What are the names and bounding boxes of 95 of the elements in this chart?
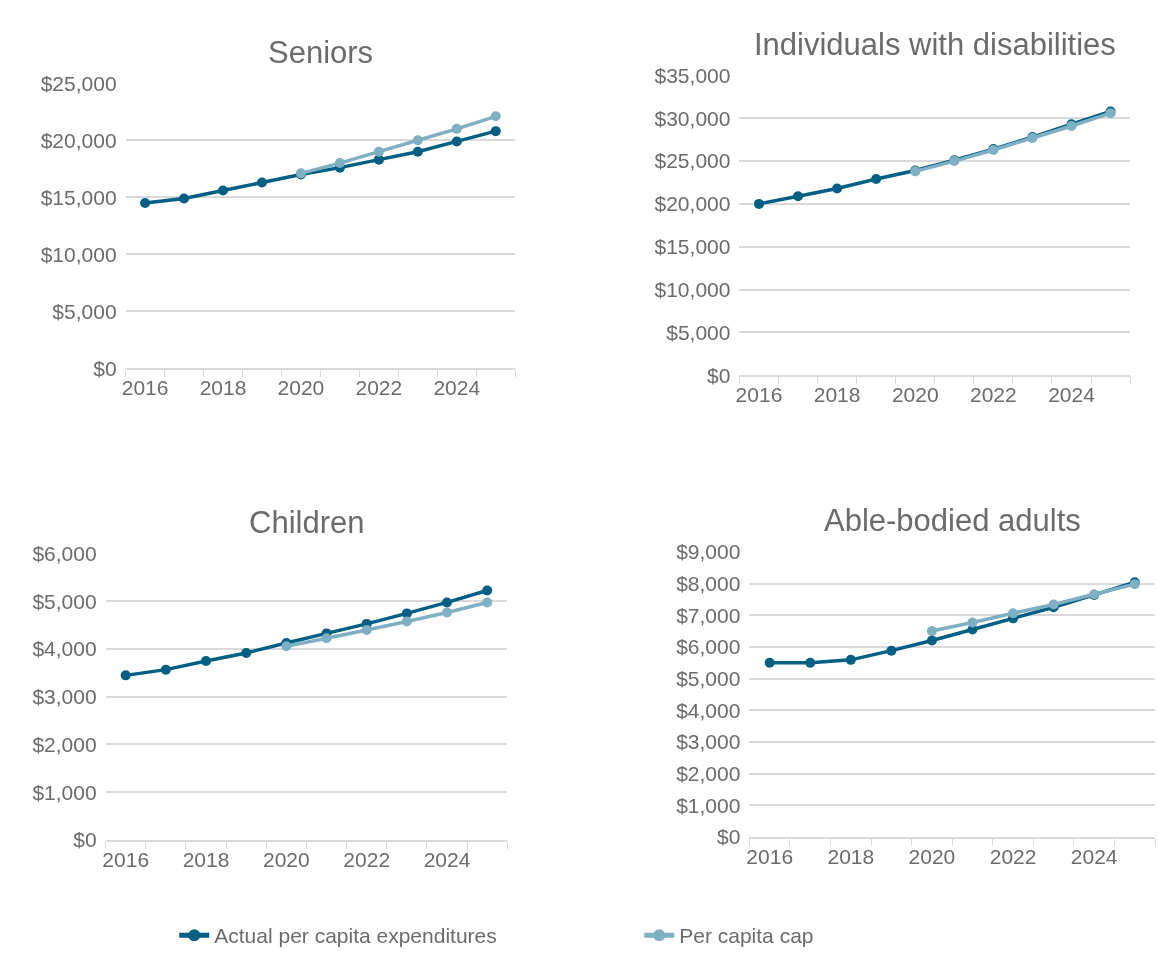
x-tick-label: 2018: [199, 376, 247, 400]
y-tick-label: $25,000: [40, 71, 117, 95]
point: [373, 146, 384, 157]
point: [886, 645, 897, 656]
point: [926, 635, 937, 646]
y-tick-label: $0: [707, 363, 731, 387]
point: [217, 185, 228, 196]
y-tick-label: $8,000: [676, 571, 741, 595]
y-tick-label: $5,000: [52, 299, 117, 323]
y-tick-label: $10,000: [654, 277, 731, 301]
x-tick-label: 2022: [343, 847, 391, 871]
point: [490, 111, 501, 122]
y-tick-label: $1,000: [32, 780, 97, 804]
point: [120, 670, 131, 681]
point: [1008, 608, 1019, 619]
y-tick-label: $0: [717, 825, 741, 849]
point: [361, 625, 372, 636]
point: [482, 597, 493, 608]
y-tick-label: $3,000: [32, 685, 97, 709]
y-tick-label: $35,000: [654, 63, 731, 87]
chart-title: Seniors: [268, 35, 374, 70]
point: [401, 616, 412, 627]
point: [241, 647, 252, 658]
y-tick-label: $5,000: [676, 666, 741, 690]
point: [832, 183, 843, 194]
point: [482, 585, 493, 596]
x-tick-label: 2022: [989, 844, 1037, 868]
point: [373, 154, 384, 165]
x-tick-label: 2022: [355, 376, 403, 400]
x-tick-label: 2024: [433, 376, 481, 400]
y-tick-label: $2,000: [32, 732, 97, 756]
y-tick-label: $0: [73, 828, 97, 852]
x-tick-label: 2020: [277, 376, 325, 400]
point: [256, 177, 267, 188]
y-tick-label: $3,000: [676, 730, 741, 754]
x-tick-label: 2018: [182, 847, 230, 871]
point: [401, 608, 412, 619]
point: [442, 607, 453, 618]
y-tick-label: $5,000: [32, 589, 97, 613]
x-tick-label: 2024: [1048, 383, 1096, 407]
y-tick-label: $15,000: [654, 235, 731, 259]
x-tick-label: 2016: [746, 844, 794, 868]
y-tick-label: $9,000: [676, 540, 741, 564]
point: [793, 191, 804, 202]
y-tick-label: $1,000: [676, 793, 741, 817]
y-tick-label: $15,000: [40, 185, 117, 209]
x-tick-label: 2016: [102, 847, 150, 871]
point: [334, 158, 345, 169]
point: [201, 656, 212, 667]
y-tick-label: $25,000: [654, 149, 731, 173]
x-tick-label: 2020: [908, 844, 956, 868]
point: [805, 657, 816, 668]
y-tick-label: $2,000: [676, 761, 741, 785]
x-tick-label: 2020: [263, 847, 310, 871]
y-tick-label: $10,000: [40, 242, 117, 266]
y-tick-label: $6,000: [32, 542, 97, 566]
y-tick-label: $20,000: [40, 128, 117, 152]
point: [967, 617, 978, 628]
y-tick-label: $6,000: [676, 635, 741, 659]
point: [281, 641, 292, 652]
y-tick-label: $4,000: [32, 637, 97, 661]
x-tick-label: 2024: [423, 847, 471, 871]
x-tick-label: 2016: [735, 383, 783, 407]
y-tick-label: $5,000: [666, 320, 731, 344]
point: [926, 626, 937, 637]
chart-title: Able-bodied adults: [824, 503, 1081, 538]
point: [845, 654, 856, 665]
point: [140, 197, 151, 208]
point: [451, 123, 462, 134]
point: [451, 136, 462, 147]
point: [179, 193, 190, 204]
y-tick-label: $4,000: [676, 698, 741, 722]
point: [764, 657, 775, 668]
x-tick-label: 2018: [813, 383, 861, 407]
point: [412, 135, 423, 146]
point: [160, 664, 171, 675]
legend-label: Actual per capita expenditures: [214, 924, 497, 948]
point: [412, 146, 423, 157]
x-tick-label: 2022: [970, 383, 1017, 407]
x-tick-label: 2018: [827, 844, 875, 868]
legend-label: Per capita cap: [679, 924, 814, 948]
y-tick-label: $20,000: [654, 192, 731, 216]
chart-title: Individuals with disabilities: [754, 27, 1116, 62]
point: [753, 198, 764, 209]
y-tick-label: $7,000: [676, 603, 741, 627]
y-tick-label: $0: [93, 356, 117, 380]
point: [490, 126, 501, 137]
point: [442, 597, 453, 608]
point: [871, 174, 882, 185]
x-tick-label: 2020: [891, 383, 939, 407]
chart-title: Children: [249, 505, 365, 540]
y-tick-label: $30,000: [654, 106, 731, 130]
point: [321, 633, 332, 644]
x-tick-label: 2024: [1070, 844, 1118, 868]
x-tick-label: 2016: [121, 376, 169, 400]
